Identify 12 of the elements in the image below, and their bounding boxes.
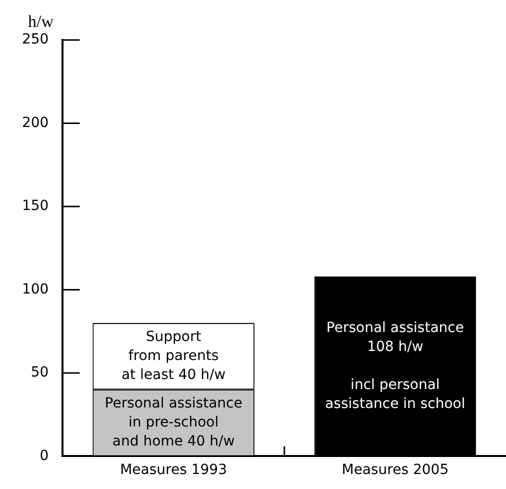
y-tick-label: 50 [30,364,49,381]
y-axis-title: h/w [28,12,54,31]
x-tick-label: Measures 1993 [120,462,227,478]
y-tick-label: 200 [22,114,49,131]
text: Personal assistance 108 h/w incl personal assistance in school [325,320,466,412]
y-tick-label: 0 [40,448,49,464]
y-tick-label: 150 [22,198,49,214]
series-label: Personal assistance in pre-school and home 40 h/w [104,396,242,450]
y-tick-label: 250 [22,32,49,48]
x-tick-label: Measures 2005 [342,462,449,478]
series-label: Support from parents at least 40 h/w [121,328,226,383]
y-tick-label: 100 [22,281,49,298]
